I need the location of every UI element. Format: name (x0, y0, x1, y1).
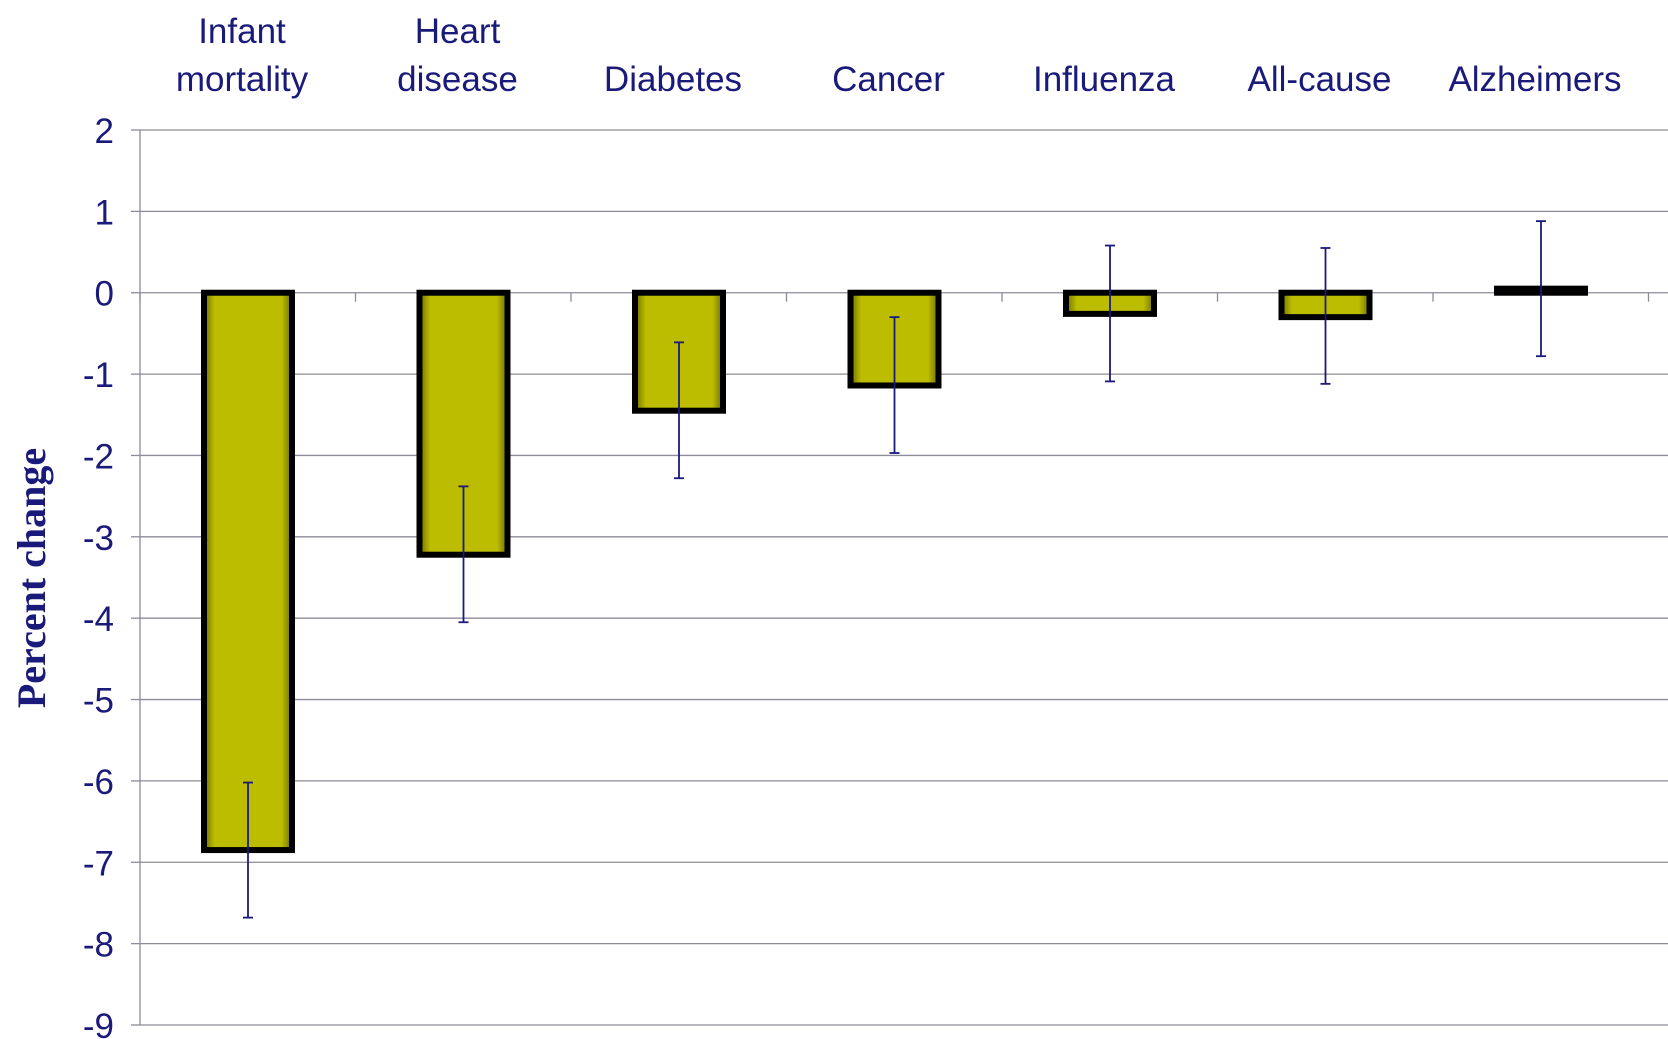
y-tick-label: 1 (95, 193, 114, 232)
y-tick-label: -3 (83, 519, 114, 558)
category-label: disease (397, 60, 518, 99)
category-label: mortality (176, 60, 309, 99)
error-bars (243, 220, 1546, 919)
y-tick-label: -2 (83, 437, 114, 476)
y-tick-label: -1 (83, 356, 114, 395)
y-axis-tick-labels: 2 1 0 -1 -2 -3 -4 -5 -6 -7 -8 -9 (83, 112, 114, 1039)
y-tick-label: -5 (83, 682, 114, 721)
category-label: Cancer (832, 60, 945, 99)
category-label: Alzheimers (1448, 60, 1621, 99)
gridlines (140, 129, 1668, 1026)
y-tick-label: -7 (83, 844, 114, 883)
y-tick-label: -6 (83, 763, 114, 802)
category-label: Infant (198, 12, 286, 51)
y-tick-label: -9 (83, 1007, 114, 1039)
category-label: Heart (415, 12, 501, 51)
category-label: All-cause (1248, 60, 1392, 99)
y-tick-label: 2 (95, 112, 114, 151)
y-axis-label: Percent change (9, 448, 54, 708)
axes (131, 129, 1650, 1026)
y-tick-label: 0 (95, 275, 114, 314)
y-tick-label: -4 (83, 600, 114, 639)
category-labels: Infant mortality Heart disease Diabetes Cance… (176, 12, 1622, 99)
y-tick-label: -8 (83, 926, 114, 965)
category-label: Diabetes (604, 60, 742, 99)
bar (201, 289, 295, 854)
category-label: Influenza (1033, 60, 1176, 99)
